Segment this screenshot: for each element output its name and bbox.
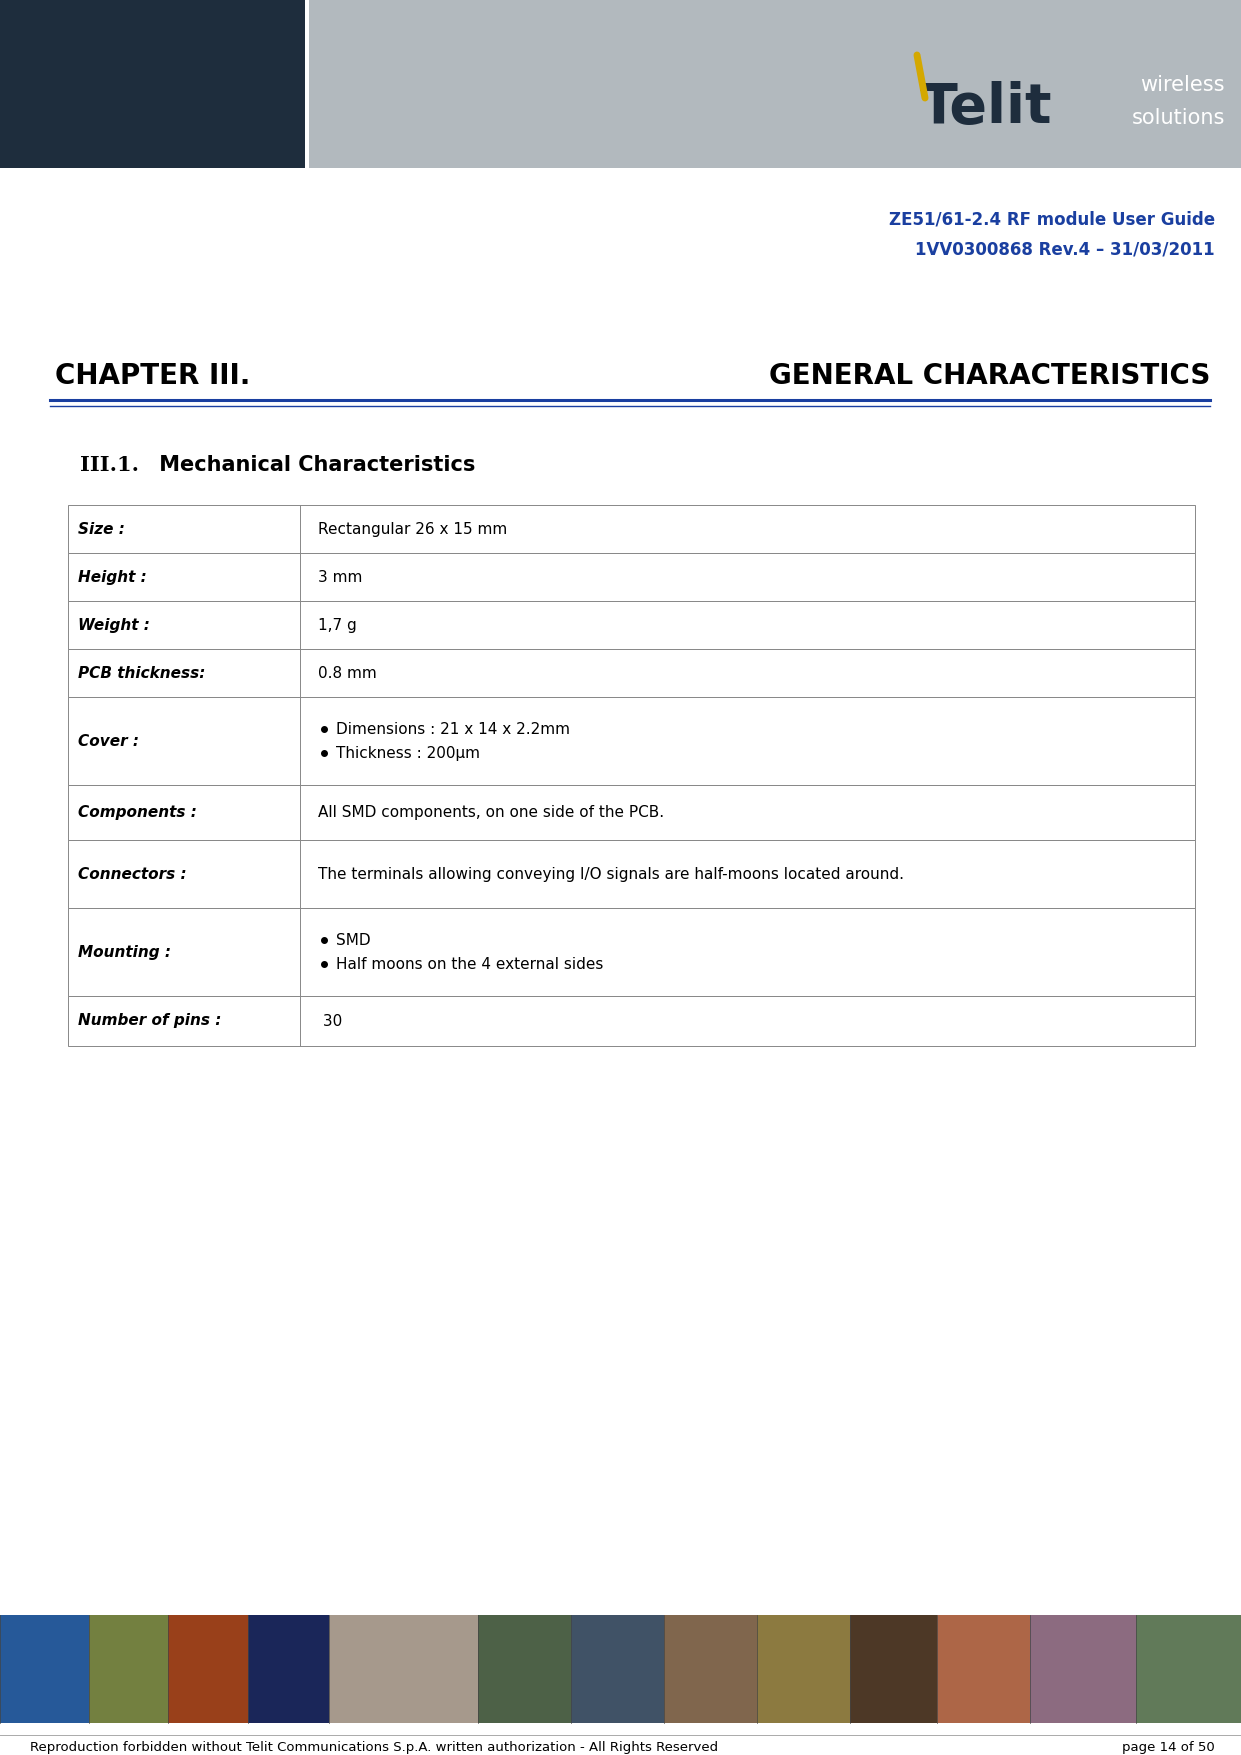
Text: 1,7 g: 1,7 g: [318, 618, 356, 632]
Text: solutions: solutions: [1132, 109, 1225, 128]
Text: SMD: SMD: [336, 932, 371, 948]
Bar: [664, 1615, 757, 1723]
Text: 30: 30: [318, 1013, 343, 1028]
Bar: [68, 997, 1195, 1046]
Text: wireless: wireless: [1140, 75, 1225, 95]
Text: Connectors :: Connectors :: [78, 867, 186, 881]
Bar: [68, 649, 1195, 697]
Text: Rectangular 26 x 15 mm: Rectangular 26 x 15 mm: [318, 521, 508, 537]
Bar: [68, 697, 1195, 784]
Bar: [309, 0, 1241, 168]
Bar: [1136, 1615, 1241, 1723]
Text: The terminals allowing conveying I/O signals are half-moons located around.: The terminals allowing conveying I/O sig…: [318, 867, 903, 881]
Text: Cover :: Cover :: [78, 734, 139, 748]
Bar: [850, 1615, 937, 1723]
Text: CHAPTER III.: CHAPTER III.: [55, 362, 251, 390]
Bar: [68, 784, 1195, 841]
Text: Number of pins :: Number of pins :: [78, 1013, 221, 1028]
Text: Weight :: Weight :: [78, 618, 150, 632]
Text: 0.8 mm: 0.8 mm: [318, 665, 377, 681]
Text: 1VV0300868 Rev.4 – 31/03/2011: 1VV0300868 Rev.4 – 31/03/2011: [916, 240, 1215, 258]
Bar: [571, 1615, 664, 1723]
Text: Half moons on the 4 external sides: Half moons on the 4 external sides: [336, 956, 603, 972]
Text: Size :: Size :: [78, 521, 125, 537]
Text: Components :: Components :: [78, 806, 197, 820]
Bar: [937, 1615, 1030, 1723]
Text: All SMD components, on one side of the PCB.: All SMD components, on one side of the P…: [318, 806, 664, 820]
Bar: [1030, 1615, 1136, 1723]
Bar: [68, 505, 1195, 553]
Bar: [0, 1615, 89, 1723]
Bar: [478, 1615, 571, 1723]
Text: Telit: Telit: [920, 81, 1052, 135]
Bar: [68, 553, 1195, 600]
Text: Mounting :: Mounting :: [78, 944, 171, 960]
Text: 3 mm: 3 mm: [318, 570, 362, 584]
Text: Height :: Height :: [78, 570, 146, 584]
Text: GENERAL CHARACTERISTICS: GENERAL CHARACTERISTICS: [768, 362, 1210, 390]
Bar: [305, 0, 309, 168]
Text: Reproduction forbidden without Telit Communications S.p.A. written authorization: Reproduction forbidden without Telit Com…: [30, 1741, 719, 1755]
Text: Dimensions : 21 x 14 x 2.2mm: Dimensions : 21 x 14 x 2.2mm: [336, 721, 570, 737]
Text: page 14 of 50: page 14 of 50: [1122, 1741, 1215, 1755]
Text: Thickness : 200µm: Thickness : 200µm: [336, 746, 480, 760]
Bar: [248, 1615, 329, 1723]
Bar: [168, 1615, 248, 1723]
Bar: [89, 1615, 168, 1723]
Text: Mechanical Characteristics: Mechanical Characteristics: [151, 455, 475, 476]
Bar: [68, 841, 1195, 907]
Text: PCB thickness:: PCB thickness:: [78, 665, 205, 681]
Bar: [68, 600, 1195, 649]
Bar: [0, 0, 305, 168]
Text: III.1.: III.1.: [79, 455, 139, 476]
Bar: [329, 1615, 478, 1723]
Bar: [68, 907, 1195, 997]
Bar: [757, 1615, 850, 1723]
Text: ZE51/61-2.4 RF module User Guide: ZE51/61-2.4 RF module User Guide: [889, 211, 1215, 228]
